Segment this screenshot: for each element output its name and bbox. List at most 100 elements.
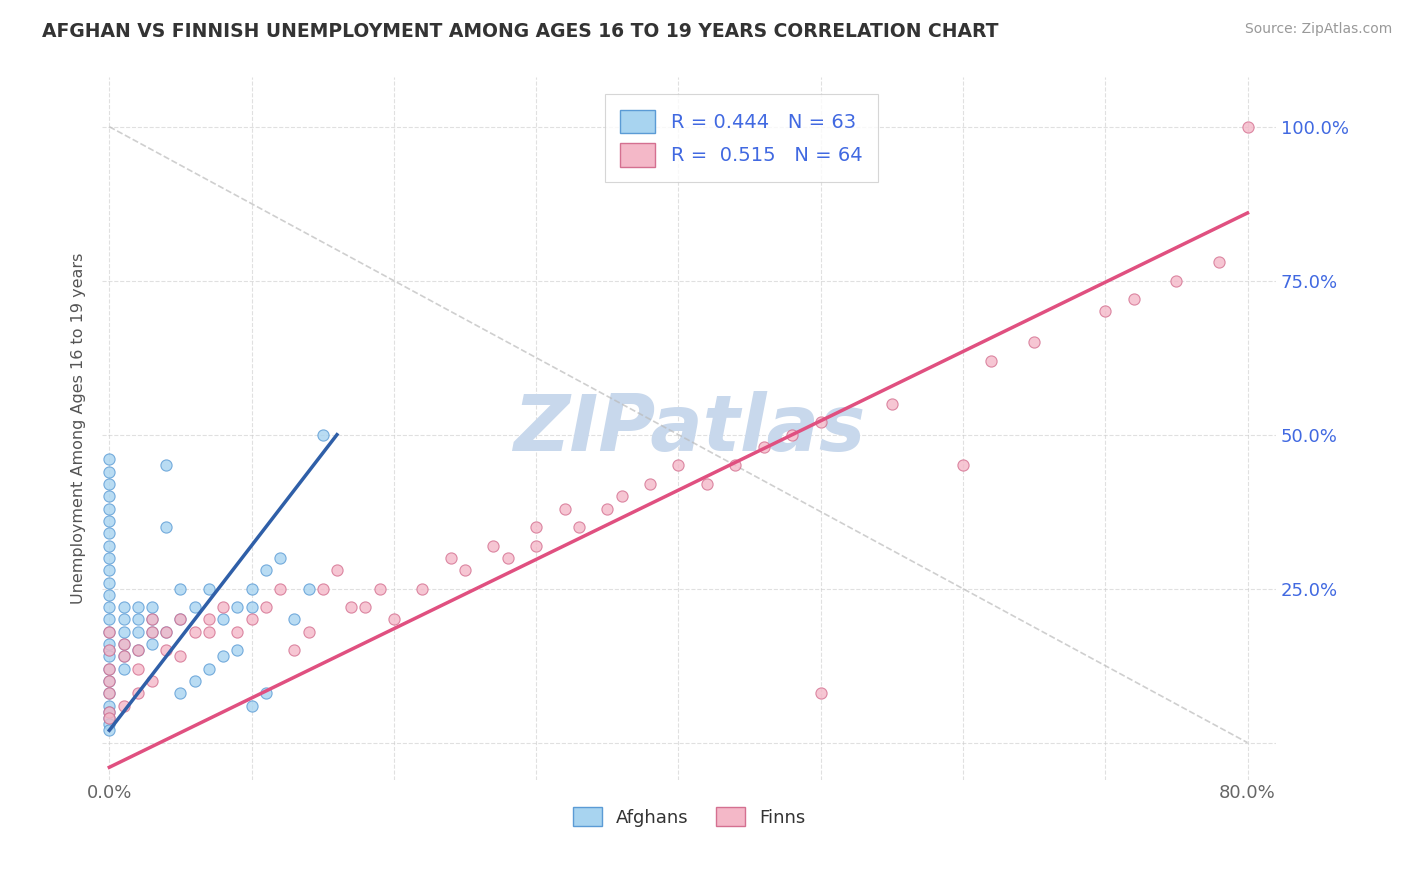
Point xyxy=(638,477,661,491)
Point xyxy=(554,501,576,516)
Text: ZIPatlas: ZIPatlas xyxy=(513,391,865,467)
Point xyxy=(226,624,249,639)
Point xyxy=(1022,335,1045,350)
Point xyxy=(98,514,121,528)
Point xyxy=(155,458,177,473)
Point xyxy=(952,458,974,473)
Point xyxy=(226,643,249,657)
Point xyxy=(283,643,305,657)
Point xyxy=(810,416,832,430)
Point xyxy=(98,624,121,639)
Point xyxy=(169,649,191,664)
Point xyxy=(169,582,191,596)
Point xyxy=(1122,292,1144,306)
Point xyxy=(98,662,121,676)
Point xyxy=(155,624,177,639)
Point xyxy=(354,600,377,615)
Point xyxy=(98,705,121,719)
Point xyxy=(127,643,149,657)
Point xyxy=(112,624,135,639)
Point xyxy=(326,563,349,577)
Point xyxy=(127,624,149,639)
Point xyxy=(568,520,591,534)
Point xyxy=(98,643,121,657)
Point xyxy=(112,600,135,615)
Point xyxy=(98,489,121,503)
Point xyxy=(454,563,477,577)
Point xyxy=(980,353,1002,368)
Point xyxy=(169,686,191,700)
Point xyxy=(297,582,319,596)
Point xyxy=(269,550,291,565)
Point xyxy=(1094,304,1116,318)
Point xyxy=(127,686,149,700)
Point xyxy=(810,686,832,700)
Point xyxy=(1236,120,1258,134)
Point xyxy=(98,550,121,565)
Point xyxy=(98,624,121,639)
Point xyxy=(283,612,305,626)
Point xyxy=(312,582,335,596)
Point xyxy=(127,662,149,676)
Point xyxy=(240,612,263,626)
Point xyxy=(880,397,903,411)
Text: AFGHAN VS FINNISH UNEMPLOYMENT AMONG AGES 16 TO 19 YEARS CORRELATION CHART: AFGHAN VS FINNISH UNEMPLOYMENT AMONG AGE… xyxy=(42,22,998,41)
Point xyxy=(98,600,121,615)
Point xyxy=(496,550,519,565)
Point xyxy=(596,501,619,516)
Point xyxy=(98,674,121,689)
Point xyxy=(98,723,121,738)
Point xyxy=(127,612,149,626)
Point xyxy=(98,643,121,657)
Point xyxy=(212,600,235,615)
Point xyxy=(1208,255,1230,269)
Point xyxy=(155,624,177,639)
Point xyxy=(524,520,547,534)
Point xyxy=(127,643,149,657)
Point xyxy=(226,600,249,615)
Point xyxy=(155,643,177,657)
Point xyxy=(155,520,177,534)
Point xyxy=(198,662,221,676)
Point xyxy=(98,686,121,700)
Point xyxy=(212,612,235,626)
Point xyxy=(141,624,163,639)
Point xyxy=(169,612,191,626)
Point xyxy=(98,705,121,719)
Point xyxy=(198,624,221,639)
Point xyxy=(98,575,121,590)
Point xyxy=(297,624,319,639)
Point xyxy=(141,624,163,639)
Legend: Afghans, Finns: Afghans, Finns xyxy=(565,799,813,834)
Point xyxy=(269,582,291,596)
Point xyxy=(610,489,633,503)
Point xyxy=(198,582,221,596)
Point xyxy=(98,686,121,700)
Point xyxy=(98,698,121,713)
Point xyxy=(98,612,121,626)
Point xyxy=(1166,274,1188,288)
Point xyxy=(382,612,405,626)
Point xyxy=(112,649,135,664)
Point xyxy=(98,539,121,553)
Point xyxy=(127,600,149,615)
Point xyxy=(98,711,121,725)
Point xyxy=(312,427,335,442)
Point xyxy=(98,465,121,479)
Point xyxy=(340,600,363,615)
Point xyxy=(254,563,277,577)
Point xyxy=(240,698,263,713)
Point xyxy=(112,649,135,664)
Point xyxy=(141,674,163,689)
Point xyxy=(524,539,547,553)
Point xyxy=(724,458,747,473)
Point xyxy=(112,698,135,713)
Point xyxy=(482,539,505,553)
Point xyxy=(183,624,205,639)
Point xyxy=(98,501,121,516)
Point xyxy=(98,588,121,602)
Point xyxy=(112,662,135,676)
Point xyxy=(198,612,221,626)
Point xyxy=(411,582,433,596)
Point xyxy=(254,686,277,700)
